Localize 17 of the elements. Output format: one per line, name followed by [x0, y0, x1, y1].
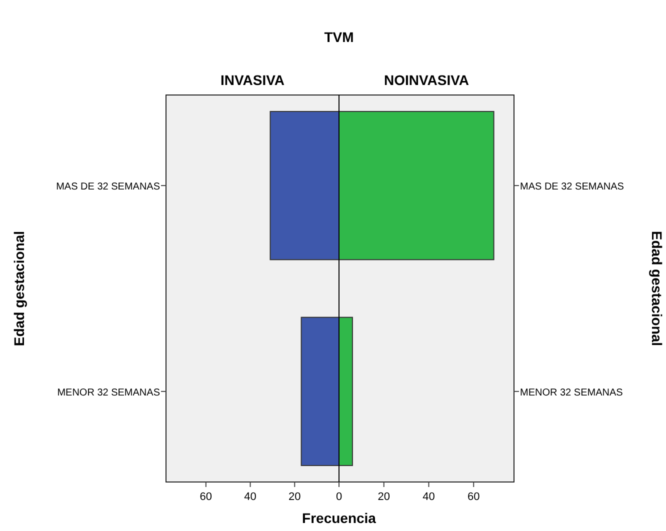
y-tick-label: MAS DE 32 SEMANAS [56, 182, 160, 193]
y-axis-title: Edad gestacional [649, 230, 665, 346]
x-tick-label: 40 [244, 491, 256, 503]
x-tick-label: 60 [200, 491, 212, 503]
chart-title: TVM [324, 29, 354, 45]
x-tick-label: 60 [467, 491, 480, 503]
y-tick-label: MENOR 32 SEMANAS [57, 387, 160, 398]
chart-subtitle: INVASIVA [220, 72, 285, 88]
x-axis-title: Frecuencia [302, 510, 376, 526]
x-tick-label: 40 [422, 491, 435, 503]
chart-subtitle: NOINVASIVA [384, 72, 470, 88]
x-tick-label: 20 [378, 491, 390, 503]
x-tick-label: 0 [336, 491, 342, 503]
x-tick-label: 20 [288, 491, 301, 503]
y-tick-label: MENOR 32 SEMANAS [520, 387, 624, 398]
y-tick-label: MAS DE 32 SEMANAS [520, 182, 624, 193]
y-axis-title: Edad gestacional [11, 230, 27, 346]
